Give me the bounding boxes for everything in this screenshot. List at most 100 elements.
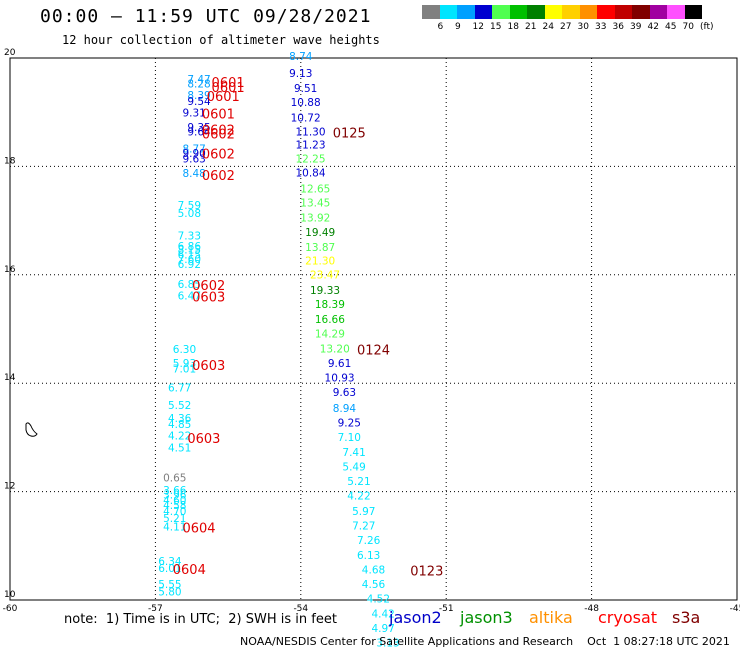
swh-label: 19.49 (305, 227, 335, 239)
time-label: 0602 (202, 169, 235, 184)
swh-label: 12.65 (300, 183, 330, 195)
time-label: 0602 (202, 123, 235, 138)
swh-label: 8.39 (187, 90, 210, 102)
time-label: 0601 (207, 90, 240, 105)
swh-label: 6.13 (357, 550, 380, 562)
swh-label: 8.15 (178, 245, 201, 257)
legend-swatch (597, 5, 615, 19)
swh-label: 5.21 (347, 476, 370, 488)
legend-label: 18 (507, 22, 519, 32)
legend-label: 15 (490, 22, 502, 32)
swh-label: 0.65 (163, 472, 186, 484)
time-label: 0601 (212, 76, 245, 91)
swh-label: 5.49 (342, 461, 365, 473)
swh-label: 11.23 (295, 140, 325, 152)
swh-label: 4.51 (168, 442, 191, 454)
swh-label: 6.30 (173, 344, 196, 356)
swh-label: 10.93 (325, 373, 355, 385)
time-label: 0604 (182, 522, 215, 537)
swh-label: 8.77 (182, 143, 205, 155)
x-tick-label: -51 (439, 604, 454, 614)
satellite-s3a: s3a (672, 608, 701, 627)
x-tick-label: -60 (3, 604, 18, 614)
swh-label: 13.92 (300, 213, 330, 225)
swh-label: 9.51 (294, 83, 317, 95)
time-label: 0602 (202, 128, 235, 143)
legend-swatch (422, 5, 440, 19)
swh-label: 3.96 (163, 490, 187, 502)
swh-label: 4.60 (163, 495, 186, 507)
swh-label: 4.22 (168, 431, 191, 443)
time-label: 0602 (192, 279, 225, 294)
swh-label: 7.26 (357, 535, 381, 547)
legend-swatch (562, 5, 580, 19)
legend-swatch (509, 5, 527, 19)
swh-label: 18.39 (315, 299, 345, 311)
swh-label: 13.45 (300, 198, 330, 210)
swh-label: 9.31 (182, 108, 205, 120)
swh-label: 7.59 (178, 200, 201, 212)
time-label: 0602 (202, 148, 235, 163)
swh-label: 4.11 (163, 522, 186, 534)
swh-label: 4.56 (362, 579, 386, 591)
legend-label: 70 (682, 22, 694, 32)
swh-label: 6.15 (178, 250, 201, 262)
swh-label: 7.41 (342, 447, 365, 459)
legend-label: 36 (612, 22, 624, 32)
swh-label: 5.80 (158, 587, 181, 599)
swh-label: 12.25 (295, 154, 325, 166)
satellite-altika: altika (529, 608, 573, 627)
swh-label: 13.87 (305, 242, 335, 254)
swh-label: 16.66 (315, 314, 345, 326)
swh-label: 14.29 (315, 329, 345, 341)
y-tick-label: 20 (4, 48, 16, 58)
time-label: 0604 (173, 563, 206, 578)
swh-label: 5.08 (178, 208, 201, 220)
y-tick-label: 18 (4, 156, 16, 166)
swh-label: 9.61 (328, 358, 351, 370)
y-tick-label: 12 (4, 482, 15, 492)
swh-label: 4.68 (362, 564, 385, 576)
swh-label: 9.64 (187, 127, 211, 139)
swh-label: 7.27 (352, 521, 375, 533)
swh-label: 21.30 (305, 256, 335, 268)
legend-swatch (527, 5, 545, 19)
swh-label: 8.74 (289, 51, 313, 63)
swh-label: 7.10 (338, 432, 361, 444)
swh-label: 13.20 (320, 343, 350, 355)
legend-label: 39 (630, 22, 642, 32)
legend-swatch (457, 5, 475, 19)
legend-label: 45 (665, 22, 677, 32)
swh-label: 4.70 (163, 506, 186, 518)
swh-label: 5.52 (168, 400, 191, 412)
credit-line: NOAA/NESDIS Center for Satellite Applica… (240, 635, 730, 648)
swh-label: 8.28 (187, 78, 210, 90)
swh-label: 5.93 (173, 358, 196, 370)
legend-swatch (614, 5, 632, 19)
legend-unit: (ft) (700, 22, 714, 32)
swh-label: 6.77 (168, 382, 191, 394)
time-label: 0603 (192, 291, 225, 306)
legend-swatch (649, 5, 667, 19)
swh-label: 6.86 (178, 241, 202, 253)
swh-label: 11.30 (295, 127, 325, 139)
satellite-jason2: jason2 (389, 608, 442, 627)
legend-label: 21 (525, 22, 537, 32)
y-tick-label: 14 (4, 373, 16, 383)
swh-label: 4.42 (371, 608, 394, 620)
swh-label: 5.55 (158, 579, 181, 591)
satellite-cryosat: cryosat (598, 608, 658, 627)
swh-label: 3.13 (376, 638, 399, 650)
swh-label: 7.47 (187, 74, 210, 86)
legend-swatch (474, 5, 492, 19)
swh-label: 4.85 (168, 419, 191, 431)
legend-label: 9 (455, 22, 461, 32)
legend-swatch (667, 5, 685, 19)
legend-label: 33 (595, 22, 607, 32)
legend-label: 30 (577, 22, 589, 32)
swh-label: 6.92 (178, 259, 201, 271)
y-tick-label: 16 (4, 265, 16, 275)
swh-label: 3.66 (163, 485, 187, 497)
swh-label: 6.85 (178, 279, 201, 291)
